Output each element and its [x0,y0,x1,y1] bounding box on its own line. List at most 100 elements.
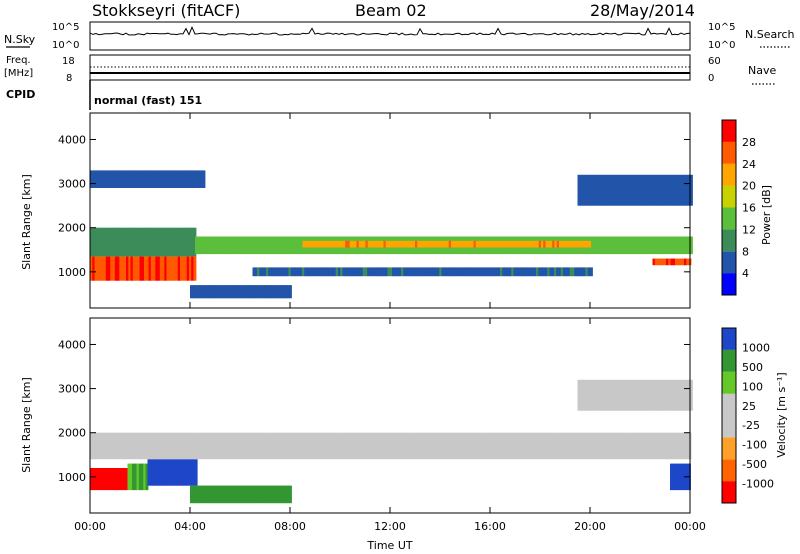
power-cbar-swatch [722,120,736,142]
power-cell [155,227,159,257]
velocity-cell [223,485,227,504]
power-cell [132,256,136,281]
power-cell [157,256,161,281]
power-cell [311,240,315,248]
velocity-cell [141,463,144,491]
power-cell [462,240,466,248]
velocity-cell [94,468,98,491]
power-cell [237,236,241,255]
power-cell [168,227,172,257]
velocity-cell [273,485,277,504]
power-cell [505,240,508,248]
freq-panel-frame [89,54,691,81]
velocity-cell [232,485,236,504]
power-cell [114,227,118,257]
velocity-cell [656,379,660,411]
power-colorbar-label: Power [dB] [760,185,773,245]
power-cell [570,240,574,248]
velocity-cell [389,432,393,460]
power-cell [657,258,660,266]
power-ytick-label: 4000 [58,133,86,146]
velocity-cell [263,432,267,460]
power-cell [577,240,580,248]
velocity-cell [126,468,129,491]
power-cell [159,256,163,281]
power-cell [177,227,181,257]
velocity-cell [99,468,102,491]
power-cell [205,285,209,299]
power-cell [542,267,546,277]
power-cell [112,170,116,188]
power-cell [504,267,508,277]
velocity-cell [330,432,334,460]
cpid-label: CPID [6,88,35,101]
velocity-cell [239,485,243,504]
power-cell [412,267,416,277]
velocity-cell [317,432,321,460]
velocity-cell [174,459,178,486]
velocity-cell [366,432,370,460]
power-cell [642,174,646,206]
power-cell [407,267,411,277]
velocity-cell [198,432,201,460]
velocity-ytick-label: 3000 [58,383,86,396]
power-cell [585,267,589,277]
power-cell [159,170,163,188]
power-cell [262,236,266,255]
velocity-cell [585,432,588,460]
velocity-cell [272,432,276,460]
power-cell [92,170,96,188]
power-cell [99,256,102,281]
power-cell [434,267,438,277]
velocity-cell [580,432,584,460]
power-cell [606,236,610,255]
velocity-cell [192,485,196,504]
velocity-cell [641,432,645,460]
velocity-cell [584,379,588,411]
vel-cbar-swatch [722,371,736,394]
velocity-cell [180,432,183,460]
power-cell [452,267,456,277]
velocity-cell [192,459,196,486]
velocity-cell [600,432,604,460]
velocity-cell [259,485,263,504]
velocity-cell [513,432,516,460]
power-cell [264,236,268,255]
velocity-cell [596,432,600,460]
power-cell [545,267,548,277]
power-cbar-tick-label: 24 [742,158,756,171]
velocity-cell [279,432,282,460]
power-cell [659,258,663,266]
power-cell [94,170,98,188]
velocity-cell [522,432,525,460]
velocity-cell [199,485,202,504]
velocity-cell [182,432,186,460]
velocity-cell [148,432,152,460]
power-cell [275,267,278,277]
power-cell [201,236,205,255]
velocity-cell [647,379,651,411]
velocity-cell [576,432,579,460]
power-cell [448,240,452,248]
power-cell [331,240,335,248]
velocity-cell [144,432,147,460]
power-cell [110,227,114,257]
velocity-cell [156,459,160,486]
power-cell [195,236,198,255]
velocity-cell [618,432,622,460]
power-ytick-label: 1000 [58,266,86,279]
velocity-cell [221,485,225,504]
velocity-cell [369,432,372,460]
velocity-cell [357,432,361,460]
power-cell [356,240,360,248]
velocity-cell [168,432,172,460]
power-cell [137,170,141,188]
velocity-cell [220,432,224,460]
power-cell [527,240,531,248]
velocity-cell [373,432,377,460]
power-ylabel: Slant Range [km] [20,174,33,270]
velocity-cell [675,432,678,460]
power-cell [554,267,557,277]
power-cbar-swatch [722,163,736,186]
power-cell [424,240,427,248]
